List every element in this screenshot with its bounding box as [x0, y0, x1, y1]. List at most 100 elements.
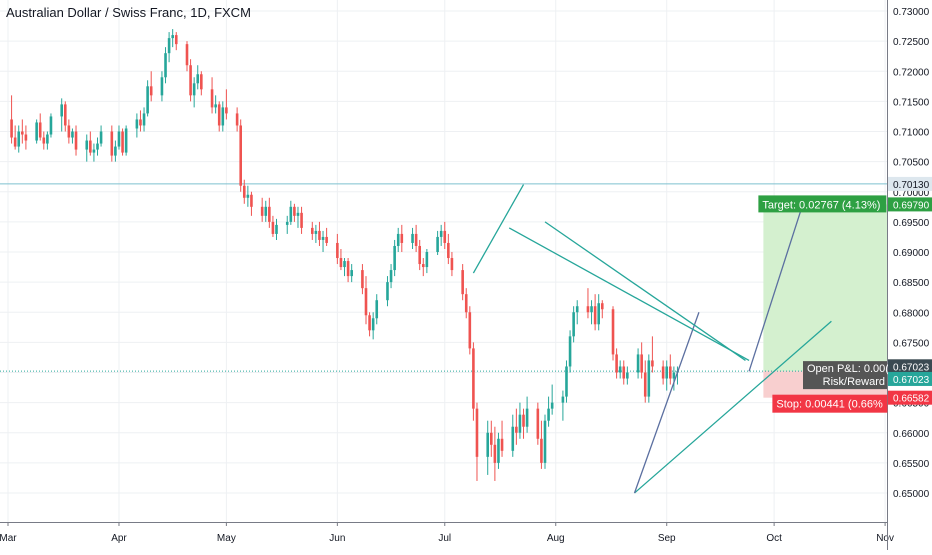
- candle-body: [515, 426, 518, 433]
- price-tag-label: 0.67023: [893, 375, 930, 386]
- x-axis: Mar Apr May Jun Jul Aug Sep Oct Nov: [0, 522, 894, 544]
- candle-body: [321, 236, 325, 240]
- target-label: Target: 0.02767 (4.13%): [762, 199, 880, 211]
- candle-body: [67, 125, 71, 138]
- candle-body: [626, 372, 629, 379]
- candle-body: [13, 137, 17, 147]
- candle-body: [597, 303, 600, 325]
- candle-body: [600, 303, 604, 310]
- candle-body: [21, 131, 24, 135]
- candle-body: [586, 306, 590, 313]
- candle-body: [361, 270, 364, 289]
- candle-body: [239, 125, 242, 186]
- candle-body: [618, 366, 622, 373]
- candle-body: [268, 206, 271, 222]
- candle-body: [590, 306, 593, 313]
- candle-body: [160, 77, 164, 96]
- y-tick-label: 0.72000: [893, 67, 930, 78]
- candle-body: [117, 131, 121, 147]
- trendline: [508, 227, 750, 362]
- candle-body: [375, 300, 379, 319]
- candle-body: [672, 372, 676, 379]
- plot-layer: [0, 29, 887, 494]
- candle-body: [643, 372, 647, 397]
- candle-body: [214, 104, 217, 108]
- candle-body: [38, 122, 42, 138]
- candle-body: [396, 233, 400, 246]
- candle-body: [311, 227, 314, 234]
- trendline: [544, 221, 746, 361]
- candle-body: [386, 282, 389, 301]
- trendline: [472, 184, 525, 274]
- candle-body: [235, 113, 239, 126]
- pnl-label: Open P&L: 0.00(: [807, 363, 889, 375]
- candle-body: [475, 408, 479, 457]
- candle-body: [89, 140, 92, 153]
- candle-body: [346, 261, 350, 277]
- candle-body: [225, 107, 228, 114]
- candle-body: [425, 252, 429, 268]
- risk-reward-label: Risk/Reward: [823, 376, 885, 388]
- candle-body: [246, 194, 250, 198]
- candle-body: [622, 366, 626, 379]
- candle-body: [389, 270, 393, 283]
- candle-body: [260, 206, 264, 216]
- candle-body: [636, 354, 640, 373]
- x-tick-label: Mar: [0, 533, 17, 544]
- candle-body: [611, 309, 615, 355]
- candle-body: [540, 438, 543, 463]
- x-tick-label: Sep: [658, 533, 676, 544]
- target-label-bg: [758, 195, 887, 213]
- candle-body: [339, 258, 343, 268]
- candle-body: [189, 65, 192, 96]
- candle-body: [285, 221, 289, 225]
- candle-body: [167, 38, 171, 54]
- candle-body: [135, 119, 139, 129]
- candle-body: [371, 318, 375, 331]
- candle-body: [543, 420, 547, 463]
- candle-body: [547, 408, 550, 421]
- candle-body: [74, 131, 78, 150]
- candle-body: [464, 294, 468, 313]
- candle-body: [593, 306, 597, 325]
- candle-body: [217, 104, 221, 126]
- candle-body: [651, 360, 654, 367]
- candle-body: [493, 444, 497, 463]
- candle-body: [550, 402, 554, 409]
- candle-body: [46, 134, 49, 144]
- y-tick-label: 0.69500: [893, 218, 930, 229]
- candle-body: [196, 74, 200, 84]
- candle-body: [640, 354, 643, 373]
- candle-body: [443, 230, 447, 243]
- candle-body: [114, 146, 117, 156]
- x-tick-label: May: [217, 533, 236, 544]
- candle-body: [561, 396, 565, 403]
- trendline: [633, 312, 700, 494]
- candle-body: [393, 245, 396, 271]
- stop-label-bg: [772, 394, 888, 413]
- x-tick-label: Jun: [329, 533, 345, 544]
- candle-body: [343, 261, 346, 268]
- price-tag-label: 0.66582: [893, 394, 930, 405]
- x-tick-label: Apr: [111, 533, 127, 544]
- trendline: [634, 320, 832, 494]
- candle-body: [325, 236, 328, 243]
- candle-body: [146, 86, 149, 114]
- candle-body: [42, 137, 46, 144]
- candle-body: [439, 230, 443, 237]
- y-tick-label: 0.65000: [893, 489, 930, 500]
- y-tick-label: 0.68500: [893, 278, 930, 289]
- y-tick-label: 0.71000: [893, 128, 930, 139]
- candle-body: [250, 194, 253, 207]
- candle-body: [85, 140, 89, 150]
- candle-body: [275, 224, 278, 234]
- candle-body: [511, 426, 515, 451]
- candle-body: [96, 143, 99, 150]
- candle-body: [110, 131, 114, 156]
- y-tick-label: 0.67500: [893, 338, 930, 349]
- trendline: [748, 204, 804, 372]
- candle-body: [450, 258, 454, 271]
- candles: [10, 29, 679, 481]
